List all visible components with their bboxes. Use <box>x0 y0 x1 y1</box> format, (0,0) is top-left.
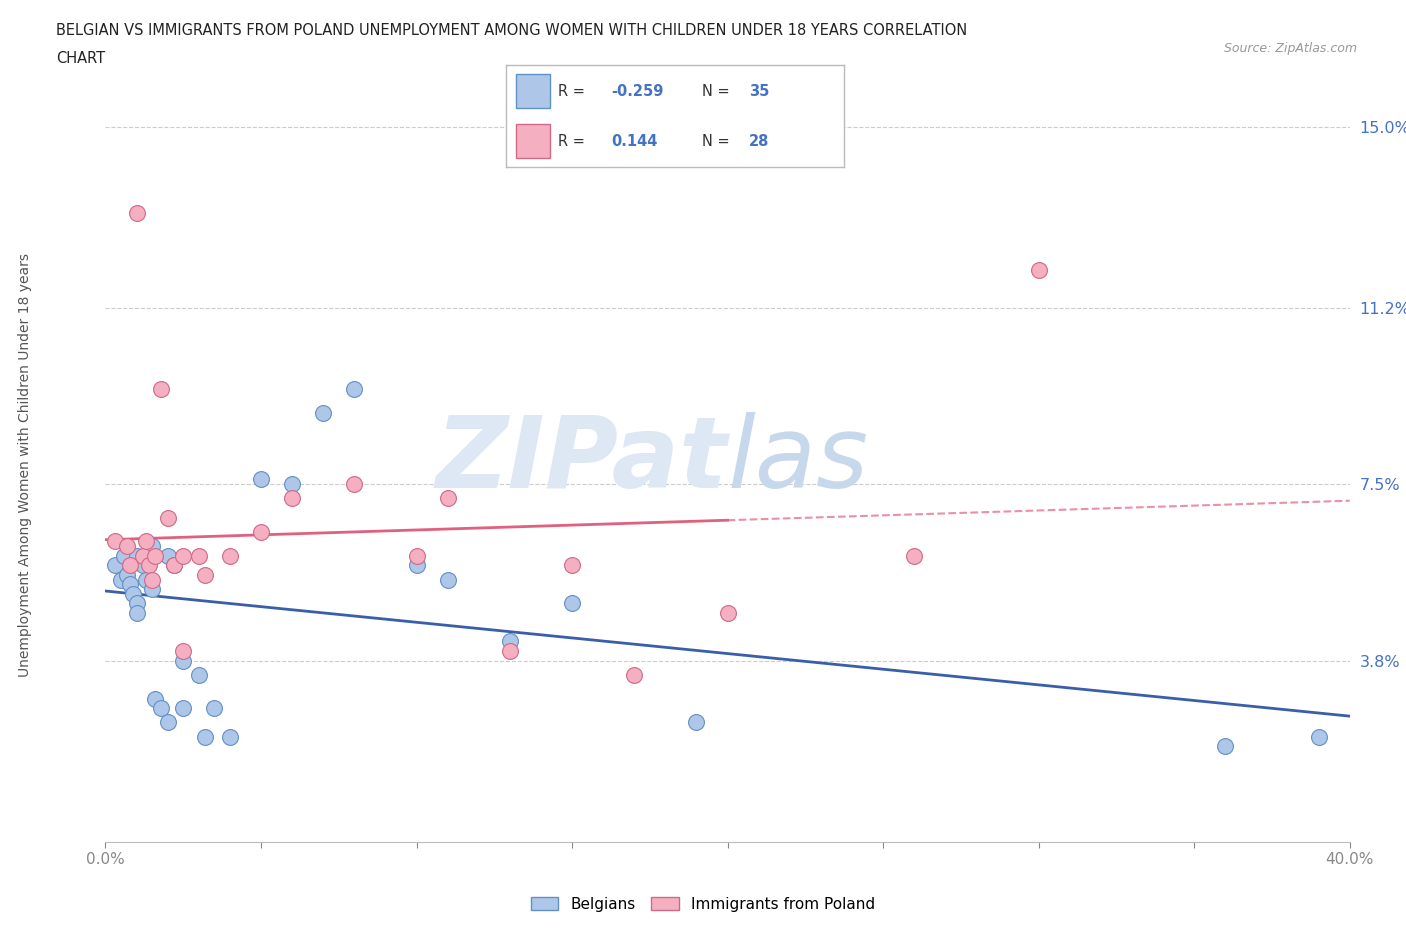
Point <box>1028 262 1050 277</box>
Point <box>343 477 366 492</box>
Text: -0.259: -0.259 <box>610 84 664 99</box>
Point <box>194 729 217 744</box>
Point <box>499 644 522 658</box>
Point <box>312 405 335 420</box>
Point <box>1308 729 1330 744</box>
Point <box>143 549 166 564</box>
Point <box>115 567 138 582</box>
Point <box>163 558 186 573</box>
Point <box>125 206 148 220</box>
Point <box>125 596 148 611</box>
Point <box>135 572 157 587</box>
Point <box>561 558 583 573</box>
Point <box>104 558 127 573</box>
Point <box>281 491 304 506</box>
Point <box>717 605 740 620</box>
Point <box>172 549 194 564</box>
Text: N =: N = <box>702 134 730 149</box>
Point <box>250 525 273 539</box>
Point <box>172 653 194 668</box>
Point <box>343 381 366 396</box>
Point <box>135 534 157 549</box>
Point <box>150 701 173 716</box>
Text: R =: R = <box>558 84 585 99</box>
Point <box>436 572 458 587</box>
Point <box>138 558 160 573</box>
Text: Source: ZipAtlas.com: Source: ZipAtlas.com <box>1223 42 1357 55</box>
Point <box>436 491 458 506</box>
Point <box>125 549 148 564</box>
FancyBboxPatch shape <box>516 74 550 108</box>
Point <box>141 572 163 587</box>
Point <box>143 691 166 706</box>
Point <box>218 549 242 564</box>
Point <box>115 538 138 553</box>
Point <box>1215 738 1237 753</box>
Point <box>172 644 194 658</box>
FancyBboxPatch shape <box>516 125 550 158</box>
Point <box>132 558 155 573</box>
Point <box>218 729 242 744</box>
Legend: Belgians, Immigrants from Poland: Belgians, Immigrants from Poland <box>524 891 882 918</box>
Point <box>623 668 645 683</box>
Point <box>156 549 179 564</box>
Text: N =: N = <box>702 84 730 99</box>
Text: CHART: CHART <box>56 51 105 66</box>
Point <box>187 549 209 564</box>
Point <box>104 534 127 549</box>
Point <box>499 634 522 649</box>
Point <box>405 558 427 573</box>
Point <box>561 596 583 611</box>
Point <box>194 567 217 582</box>
Point <box>141 581 163 596</box>
Point <box>156 510 179 525</box>
Text: Unemployment Among Women with Children Under 18 years: Unemployment Among Women with Children U… <box>18 253 32 677</box>
Point <box>112 549 135 564</box>
Point <box>156 715 179 730</box>
Point <box>110 572 132 587</box>
Point <box>141 538 163 553</box>
Point <box>132 549 155 564</box>
Point <box>122 587 145 602</box>
Text: 28: 28 <box>749 134 769 149</box>
Text: 0.144: 0.144 <box>610 134 657 149</box>
Point <box>150 381 173 396</box>
Point <box>903 549 925 564</box>
Text: R =: R = <box>558 134 585 149</box>
Point <box>125 605 148 620</box>
Point <box>202 701 225 716</box>
Point <box>163 558 186 573</box>
Point <box>187 668 209 683</box>
Text: BELGIAN VS IMMIGRANTS FROM POLAND UNEMPLOYMENT AMONG WOMEN WITH CHILDREN UNDER 1: BELGIAN VS IMMIGRANTS FROM POLAND UNEMPL… <box>56 23 967 38</box>
Point <box>405 549 427 564</box>
Text: 35: 35 <box>749 84 769 99</box>
Point <box>281 477 304 492</box>
Point <box>250 472 273 487</box>
Text: ZIPat: ZIPat <box>436 412 728 509</box>
Point <box>120 577 142 591</box>
Text: las: las <box>728 412 869 509</box>
Point <box>685 715 707 730</box>
Point <box>120 558 142 573</box>
Point <box>172 701 194 716</box>
